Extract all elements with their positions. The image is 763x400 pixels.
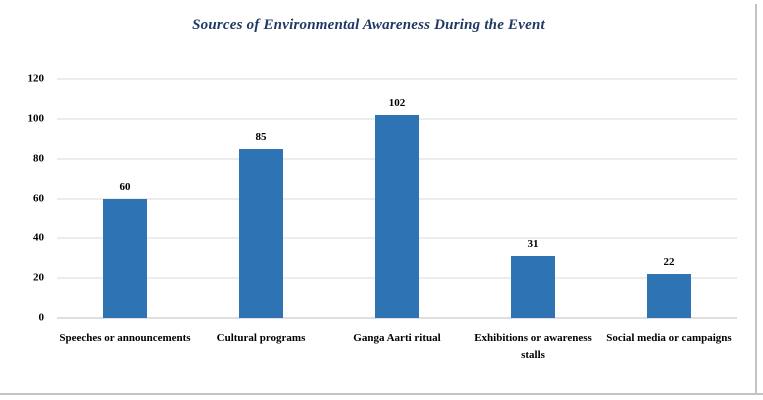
- y-tick-label: 100: [27, 112, 45, 125]
- x-category-label: Exhibitions or awareness stalls: [474, 332, 592, 362]
- frame-border-bottom: [0, 393, 763, 395]
- x-category-label: Speeches or announcements: [59, 332, 191, 344]
- bar: [647, 274, 691, 318]
- y-axis-labels: 0 20 40 60 80 100 120: [0, 73, 50, 323]
- x-category-label: Social media or campaigns: [606, 332, 732, 344]
- bar: [239, 148, 283, 318]
- frame-border-right: [755, 4, 757, 394]
- plot-area: 60 85 102 31 22: [57, 78, 737, 319]
- x-axis-line: [57, 317, 737, 319]
- bar-value-label: 102: [388, 96, 406, 109]
- bar-slot: 31: [465, 79, 601, 318]
- y-tick-label: 0: [38, 311, 45, 324]
- bar-value-label: 60: [119, 180, 131, 193]
- y-tick-label: 120: [27, 72, 45, 85]
- y-tick-label: 40: [33, 231, 44, 244]
- bar: [375, 114, 419, 318]
- x-axis-labels: Speeches or announcements Cultural progra…: [57, 330, 737, 364]
- y-tick-label: 80: [33, 152, 44, 165]
- y-tick-label: 60: [33, 192, 44, 204]
- chart-title: Sources of Environmental Awareness Durin…: [192, 17, 545, 33]
- x-category-label: Cultural programs: [216, 332, 306, 344]
- bar-value-label: 31: [527, 238, 539, 251]
- bar-value-label: 85: [255, 130, 267, 143]
- gridline: [57, 78, 737, 80]
- bar: [103, 198, 147, 318]
- bar-slot: 102: [329, 79, 465, 318]
- bars-layer: 60 85 102 31 22: [57, 79, 737, 318]
- bar-slot: 22: [601, 79, 737, 318]
- bar-slot: 60: [57, 79, 193, 318]
- y-tick-label: 20: [33, 271, 44, 284]
- bar: [511, 256, 555, 318]
- bar-value-label: 22: [663, 256, 675, 269]
- x-category-label: Ganga Aarti ritual: [353, 332, 441, 344]
- bar-slot: 85: [193, 79, 329, 318]
